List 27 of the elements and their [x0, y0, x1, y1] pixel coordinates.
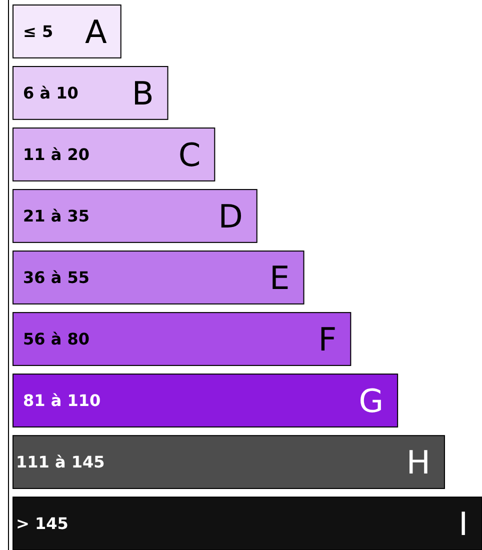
- bar: [12, 374, 398, 428]
- annotation: D: [218, 198, 243, 236]
- bar: [12, 312, 352, 366]
- y-tick-label: > 145: [16, 514, 68, 534]
- y-tick-label: 81 à 110: [23, 391, 101, 410]
- y-tick-label: ≤ 5: [23, 22, 54, 42]
- bar: [12, 189, 258, 243]
- bar: [12, 4, 122, 58]
- bar: [12, 496, 482, 550]
- annotation: G: [358, 382, 384, 420]
- bar: [12, 128, 216, 182]
- annotation: E: [270, 259, 290, 298]
- annotation: A: [84, 12, 107, 51]
- y-tick-label: 6 à 10: [23, 84, 78, 103]
- y-tick-label: 36 à 55: [23, 268, 90, 288]
- annotation: F: [318, 320, 337, 359]
- annotation: B: [132, 74, 154, 112]
- annotation: C: [178, 136, 201, 174]
- y-tick-label: 56 à 80: [23, 330, 90, 349]
- bar: [12, 66, 168, 120]
- y-tick-label: 11 à 20: [23, 145, 90, 164]
- annotation: H: [406, 444, 430, 482]
- bar: [12, 435, 445, 489]
- y-tick-label: 21 à 35: [23, 206, 90, 226]
- annotation: I: [458, 505, 468, 544]
- bar: [12, 250, 304, 304]
- y-tick-label: 111 à 145: [16, 452, 105, 472]
